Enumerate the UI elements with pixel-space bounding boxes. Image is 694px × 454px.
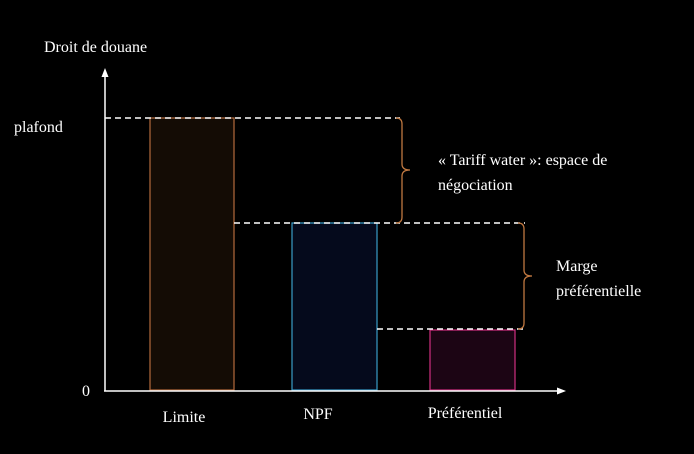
origin-label: 0 [82, 383, 90, 400]
y-top-label: plafond [14, 119, 63, 136]
bar-label: NPF [303, 406, 332, 423]
bar-label: Limite [163, 409, 206, 426]
brace [517, 222, 533, 330]
bar-preferentiel [429, 329, 516, 391]
x-axis-arrow [557, 387, 566, 395]
bar-npf [291, 222, 378, 391]
annotation: Marge [556, 258, 597, 275]
bar-label: Préférentiel [428, 405, 503, 422]
y-axis-label: Droit de douane [44, 39, 147, 56]
annotation: préférentielle [556, 283, 641, 300]
annotation: négociation [438, 177, 513, 194]
brace [395, 117, 411, 224]
bar-limite [149, 117, 235, 391]
annotation: « Tariff water »: espace de [438, 152, 607, 169]
y-axis-arrow [101, 68, 109, 77]
